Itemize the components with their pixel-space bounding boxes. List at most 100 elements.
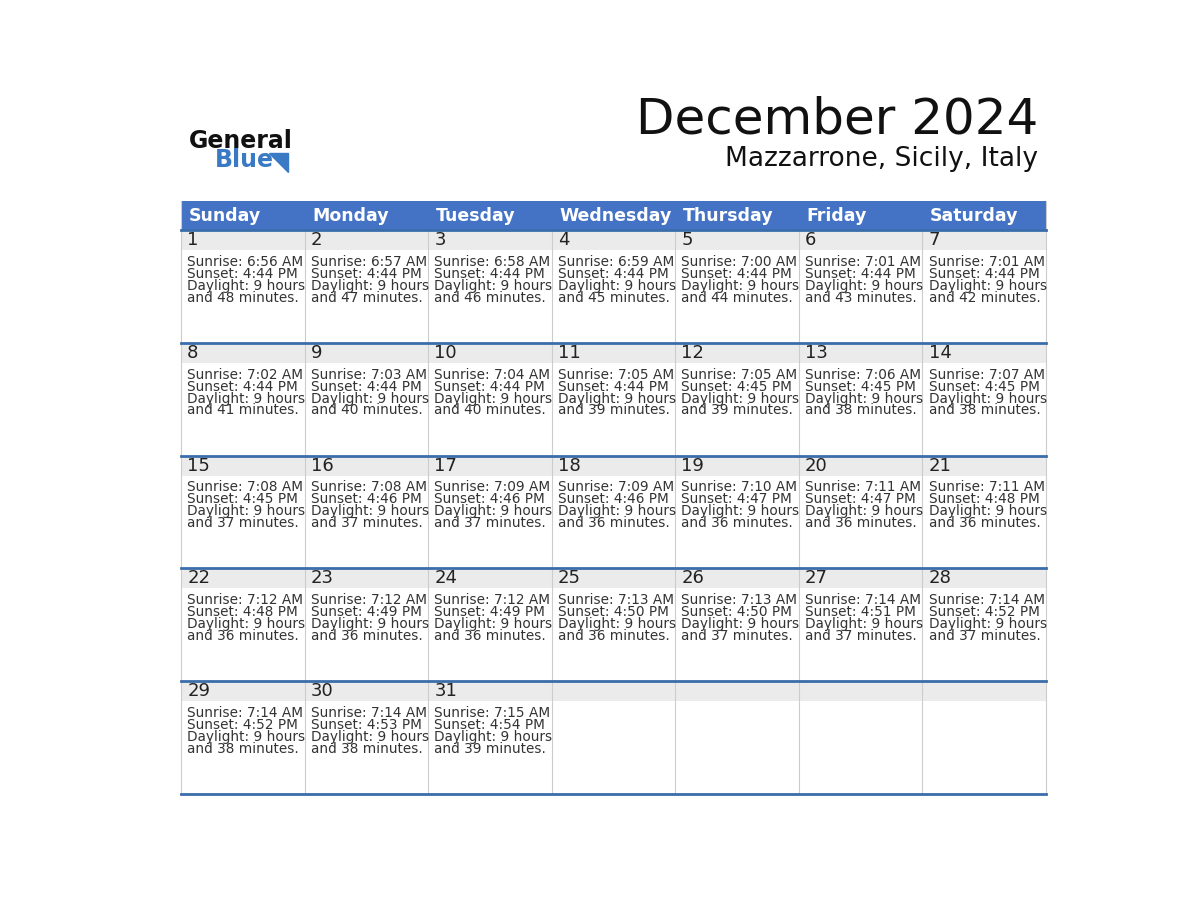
Text: Sunrise: 7:08 AM: Sunrise: 7:08 AM (311, 480, 426, 495)
Text: and 44 minutes.: and 44 minutes. (682, 291, 794, 305)
Polygon shape (270, 153, 287, 172)
Text: and 42 minutes.: and 42 minutes. (929, 291, 1041, 305)
Text: Sunrise: 7:13 AM: Sunrise: 7:13 AM (558, 593, 674, 607)
Text: Sunset: 4:44 PM: Sunset: 4:44 PM (435, 379, 545, 394)
Text: Sunrise: 7:01 AM: Sunrise: 7:01 AM (805, 255, 921, 269)
Text: Monday: Monday (312, 207, 388, 225)
Text: Daylight: 9 hours: Daylight: 9 hours (929, 391, 1047, 406)
Text: and 38 minutes.: and 38 minutes. (188, 742, 299, 756)
Text: and 36 minutes.: and 36 minutes. (558, 516, 670, 531)
Text: Sunrise: 7:08 AM: Sunrise: 7:08 AM (188, 480, 303, 495)
Text: and 40 minutes.: and 40 minutes. (311, 403, 423, 418)
Text: and 38 minutes.: and 38 minutes. (929, 403, 1041, 418)
Text: Sunrise: 7:02 AM: Sunrise: 7:02 AM (188, 367, 303, 382)
Text: Daylight: 9 hours: Daylight: 9 hours (435, 279, 552, 293)
Text: and 37 minutes.: and 37 minutes. (435, 516, 546, 531)
Text: 8: 8 (188, 344, 198, 362)
Text: Sunset: 4:54 PM: Sunset: 4:54 PM (435, 718, 545, 732)
Text: Sunrise: 6:59 AM: Sunrise: 6:59 AM (558, 255, 674, 269)
Text: Sunset: 4:53 PM: Sunset: 4:53 PM (311, 718, 422, 732)
Text: and 36 minutes.: and 36 minutes. (805, 516, 917, 531)
Text: Sunrise: 7:01 AM: Sunrise: 7:01 AM (929, 255, 1044, 269)
Text: and 39 minutes.: and 39 minutes. (558, 403, 670, 418)
Text: Sunrise: 7:03 AM: Sunrise: 7:03 AM (311, 367, 426, 382)
Text: Sunrise: 7:09 AM: Sunrise: 7:09 AM (435, 480, 550, 495)
Text: Sunrise: 7:10 AM: Sunrise: 7:10 AM (682, 480, 797, 495)
Text: Saturday: Saturday (930, 207, 1018, 225)
Text: Daylight: 9 hours: Daylight: 9 hours (435, 617, 552, 631)
Text: Daylight: 9 hours: Daylight: 9 hours (188, 617, 305, 631)
Text: Sunrise: 6:56 AM: Sunrise: 6:56 AM (188, 255, 303, 269)
Text: Sunrise: 7:06 AM: Sunrise: 7:06 AM (805, 367, 921, 382)
Text: Sunrise: 7:13 AM: Sunrise: 7:13 AM (682, 593, 797, 607)
Text: Daylight: 9 hours: Daylight: 9 hours (805, 391, 923, 406)
Text: Sunrise: 7:12 AM: Sunrise: 7:12 AM (311, 593, 426, 607)
Text: Sunset: 4:45 PM: Sunset: 4:45 PM (682, 379, 792, 394)
Text: 16: 16 (311, 457, 334, 475)
Text: Sunrise: 7:09 AM: Sunrise: 7:09 AM (558, 480, 674, 495)
Text: and 36 minutes.: and 36 minutes. (311, 629, 423, 643)
Text: 26: 26 (682, 569, 704, 588)
Text: Sunset: 4:45 PM: Sunset: 4:45 PM (929, 379, 1040, 394)
Text: Daylight: 9 hours: Daylight: 9 hours (929, 279, 1047, 293)
Text: 15: 15 (188, 457, 210, 475)
Text: Sunrise: 7:11 AM: Sunrise: 7:11 AM (929, 480, 1044, 495)
Text: 25: 25 (558, 569, 581, 588)
Text: Sunrise: 6:57 AM: Sunrise: 6:57 AM (311, 255, 426, 269)
Text: General: General (189, 129, 292, 153)
Text: Daylight: 9 hours: Daylight: 9 hours (188, 391, 305, 406)
Text: Daylight: 9 hours: Daylight: 9 hours (435, 504, 552, 519)
Text: Sunset: 4:44 PM: Sunset: 4:44 PM (311, 379, 422, 394)
Text: Daylight: 9 hours: Daylight: 9 hours (558, 279, 676, 293)
Text: Sunset: 4:46 PM: Sunset: 4:46 PM (311, 492, 422, 507)
Text: Sunset: 4:48 PM: Sunset: 4:48 PM (188, 605, 298, 619)
Text: 21: 21 (929, 457, 952, 475)
Text: Sunrise: 7:12 AM: Sunrise: 7:12 AM (188, 593, 303, 607)
Text: Sunset: 4:50 PM: Sunset: 4:50 PM (682, 605, 792, 619)
Text: 6: 6 (805, 231, 816, 250)
Text: Sunset: 4:44 PM: Sunset: 4:44 PM (558, 267, 669, 281)
Text: Sunset: 4:49 PM: Sunset: 4:49 PM (311, 605, 422, 619)
Bar (181, 201, 1045, 230)
Text: Sunset: 4:51 PM: Sunset: 4:51 PM (805, 605, 916, 619)
Text: Sunrise: 7:14 AM: Sunrise: 7:14 AM (188, 706, 303, 720)
Text: Daylight: 9 hours: Daylight: 9 hours (682, 617, 800, 631)
Text: Sunset: 4:45 PM: Sunset: 4:45 PM (188, 492, 298, 507)
Text: 30: 30 (311, 682, 334, 700)
Text: 2: 2 (311, 231, 322, 250)
Text: Sunset: 4:44 PM: Sunset: 4:44 PM (805, 267, 916, 281)
Text: Daylight: 9 hours: Daylight: 9 hours (929, 617, 1047, 631)
Text: Sunset: 4:44 PM: Sunset: 4:44 PM (558, 379, 669, 394)
Text: 1: 1 (188, 231, 198, 250)
Text: Sunset: 4:44 PM: Sunset: 4:44 PM (188, 267, 298, 281)
Text: and 36 minutes.: and 36 minutes. (188, 629, 299, 643)
Text: and 48 minutes.: and 48 minutes. (188, 291, 299, 305)
Text: 23: 23 (311, 569, 334, 588)
Text: and 47 minutes.: and 47 minutes. (311, 291, 423, 305)
Text: Sunrise: 7:14 AM: Sunrise: 7:14 AM (929, 593, 1044, 607)
Text: Sunset: 4:47 PM: Sunset: 4:47 PM (805, 492, 916, 507)
Text: 20: 20 (805, 457, 828, 475)
Text: Sunset: 4:52 PM: Sunset: 4:52 PM (929, 605, 1040, 619)
Text: and 43 minutes.: and 43 minutes. (805, 291, 917, 305)
Text: Daylight: 9 hours: Daylight: 9 hours (435, 730, 552, 744)
Text: Sunday: Sunday (189, 207, 261, 225)
Text: 11: 11 (558, 344, 581, 362)
Text: and 37 minutes.: and 37 minutes. (311, 516, 423, 531)
Text: Daylight: 9 hours: Daylight: 9 hours (805, 617, 923, 631)
Text: and 38 minutes.: and 38 minutes. (805, 403, 917, 418)
Text: and 37 minutes.: and 37 minutes. (188, 516, 299, 531)
Text: 24: 24 (435, 569, 457, 588)
Text: and 41 minutes.: and 41 minutes. (188, 403, 299, 418)
Text: 9: 9 (311, 344, 322, 362)
Text: Daylight: 9 hours: Daylight: 9 hours (558, 504, 676, 519)
Text: Sunrise: 7:12 AM: Sunrise: 7:12 AM (435, 593, 550, 607)
Text: Daylight: 9 hours: Daylight: 9 hours (805, 279, 923, 293)
Text: 14: 14 (929, 344, 952, 362)
Text: and 40 minutes.: and 40 minutes. (435, 403, 546, 418)
Text: Sunset: 4:46 PM: Sunset: 4:46 PM (558, 492, 669, 507)
Text: and 37 minutes.: and 37 minutes. (682, 629, 794, 643)
Text: Sunrise: 7:11 AM: Sunrise: 7:11 AM (805, 480, 921, 495)
Text: and 37 minutes.: and 37 minutes. (929, 629, 1041, 643)
Bar (181, 681, 1045, 701)
